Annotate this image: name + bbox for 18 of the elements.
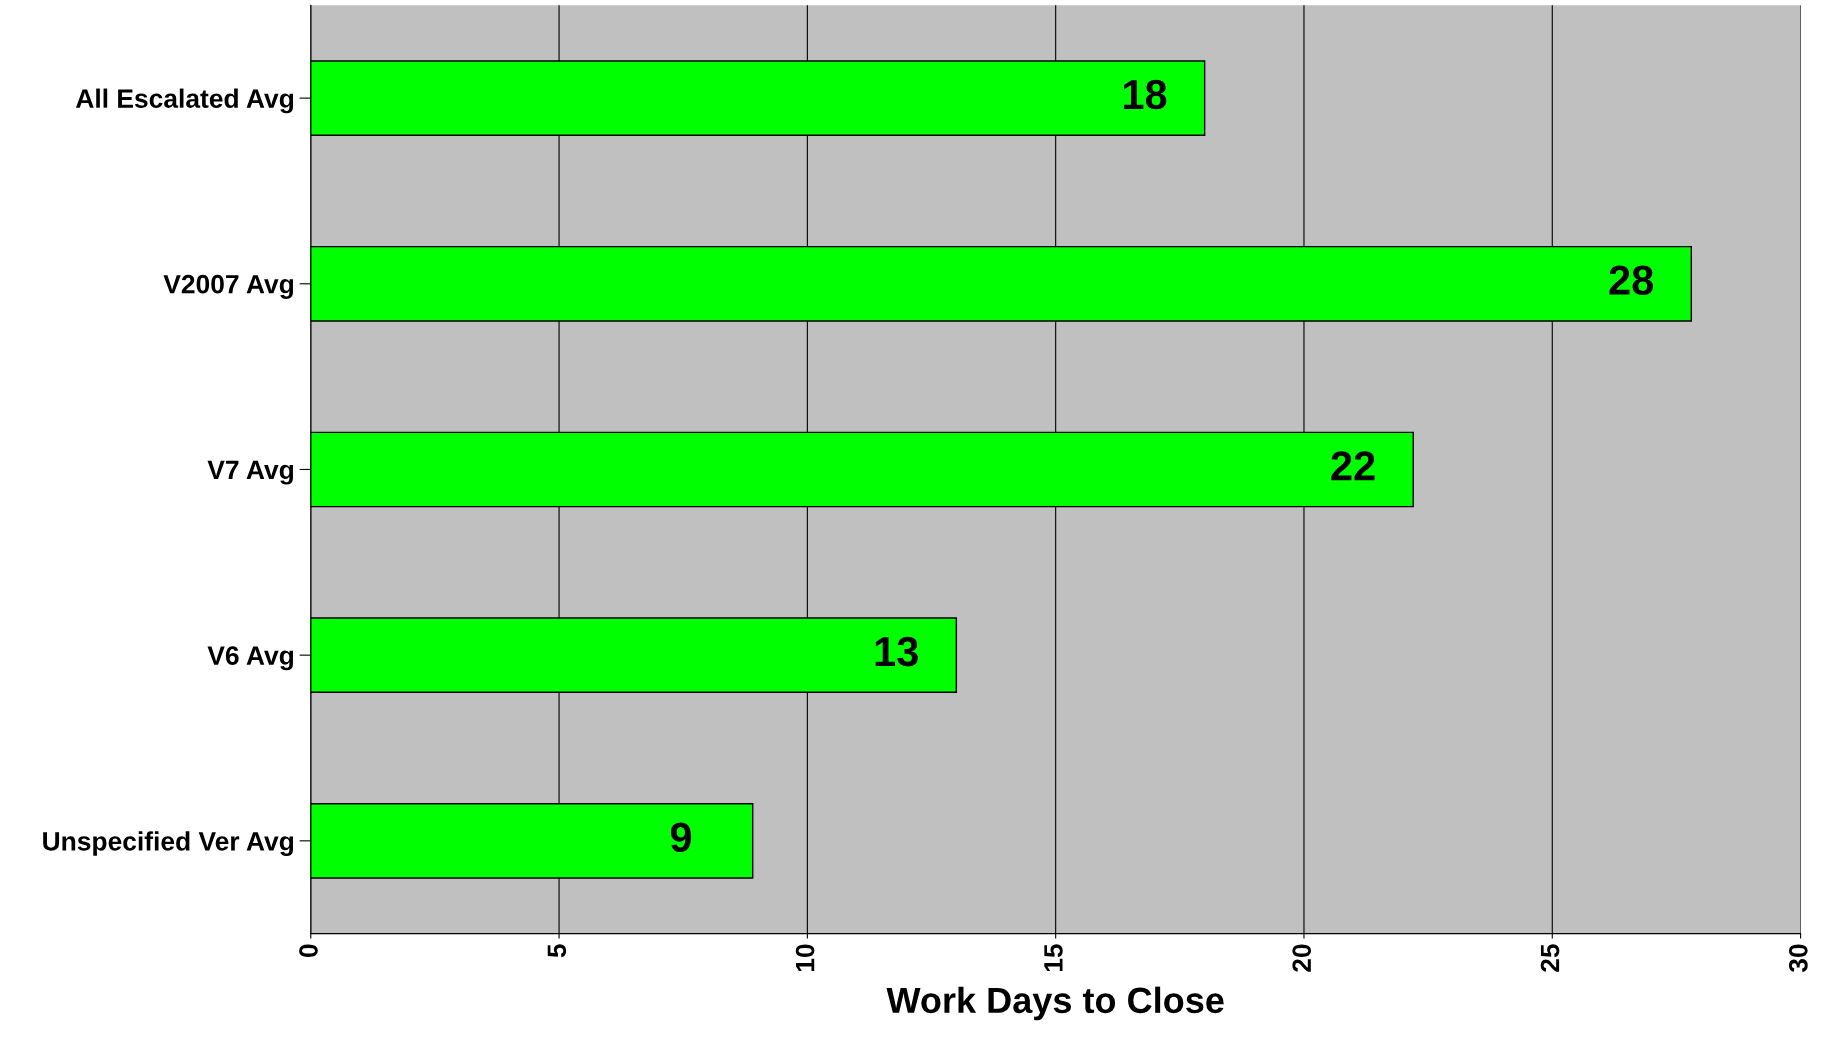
data-label: 13 [875,636,918,667]
data-label: 28 [1609,265,1654,295]
y-tick-label: V2007 Avg [163,274,294,299]
x-tick-label: 20 [1292,944,1312,972]
data-label: 9 [670,822,692,853]
x-tick-label: 30 [1788,944,1808,973]
y-tick-label: Unspecified Ver Avg [43,831,294,856]
y-tick-label: All Escalated Avg [75,88,294,114]
x-axis-title: Work Days to Close [886,986,1224,1021]
x-tick-label: 25 [1540,944,1560,972]
x-tick-label: 10 [795,944,815,972]
y-tick-label: V7 Avg [207,460,294,485]
x-tick-label: 0 [299,944,318,958]
y-tick-label: V6 Avg [207,646,294,671]
x-tick-label: 15 [1044,944,1063,972]
x-tick-label: 5 [547,944,567,958]
data-label: 22 [1331,451,1375,481]
data-label: 18 [1123,79,1167,110]
